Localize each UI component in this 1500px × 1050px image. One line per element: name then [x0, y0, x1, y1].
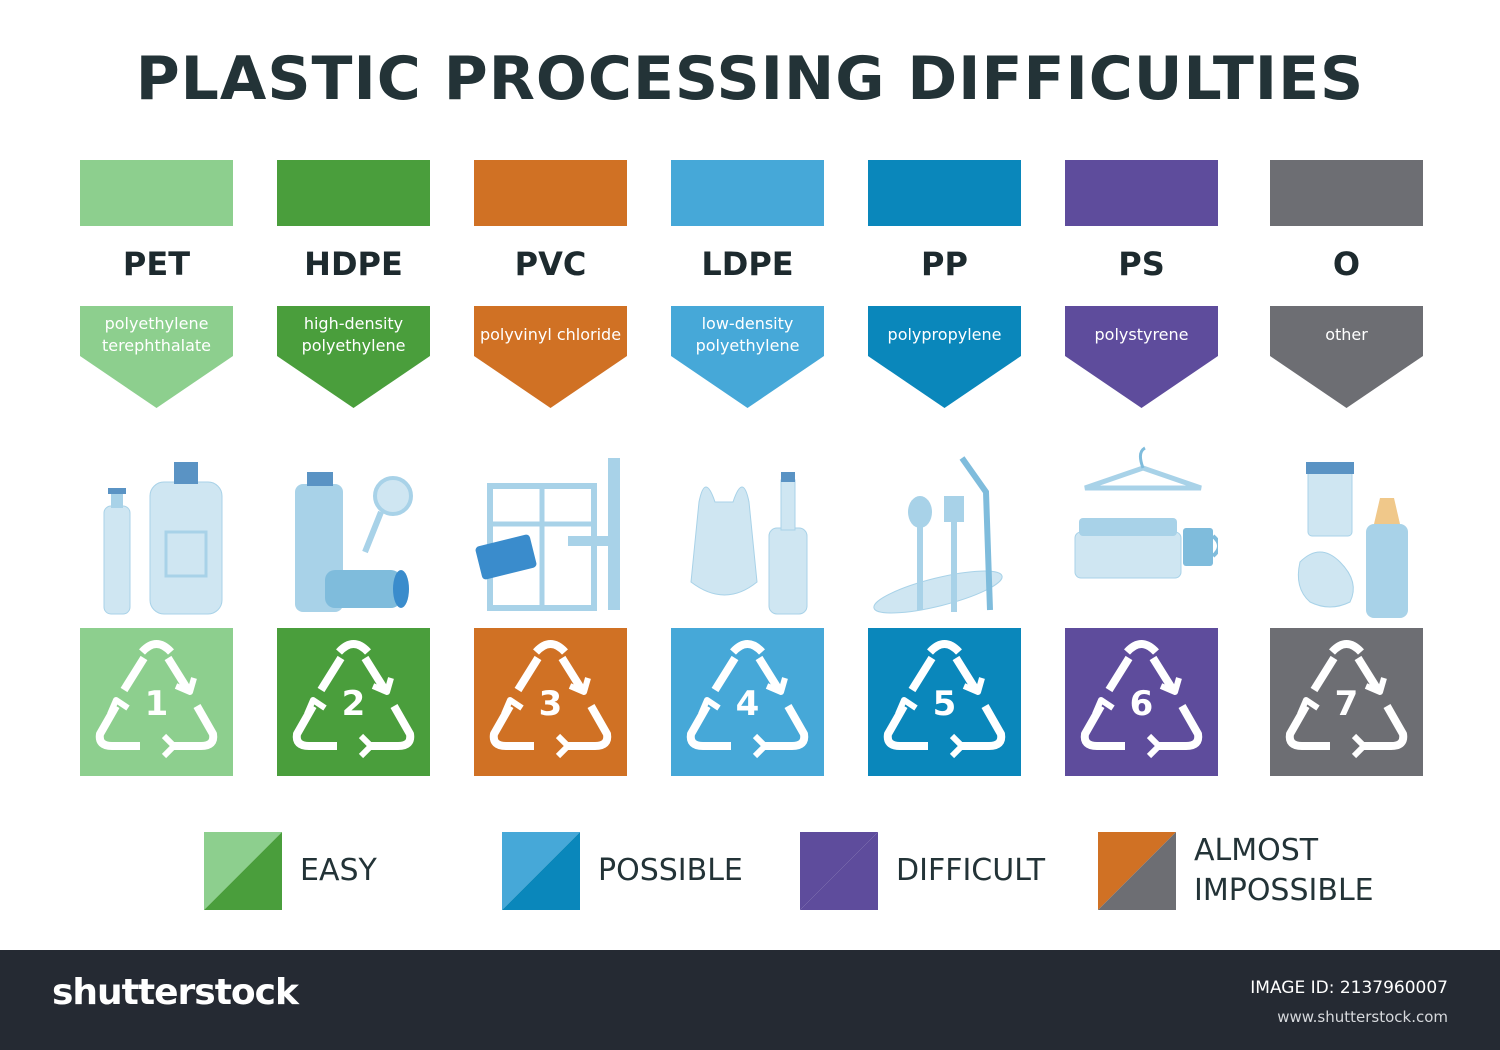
- plastic-column-pp: PP polypropylene 5: [868, 160, 1021, 776]
- tag-shape: [277, 160, 430, 408]
- site-url: www.shutterstock.com: [1277, 1008, 1448, 1026]
- plastic-full-name: polystyrene: [1094, 325, 1189, 344]
- plastic-full-name: polyvinyl chloride: [479, 325, 622, 344]
- wrapper-icon: [1297, 551, 1354, 608]
- legend-swatch: [800, 832, 878, 910]
- plastic-items: [1270, 432, 1423, 622]
- recycle-number: 5: [932, 684, 957, 724]
- recycle-number: 2: [341, 684, 366, 724]
- footer-bar: shutterstock IMAGE ID: 2137960007 www.sh…: [0, 950, 1500, 1050]
- baby-rattle-icon: [362, 476, 413, 554]
- plastic-tag: PET polyethylene terephthalate: [80, 160, 233, 410]
- recycle-triangle-icon: [489, 640, 612, 759]
- recycle-code-box: 3: [474, 628, 627, 776]
- recycle-code-box: 2: [277, 628, 430, 776]
- recycle-number: 6: [1129, 684, 1154, 724]
- recycle-code-box: 6: [1065, 628, 1218, 776]
- legend-item: POSSIBLE: [502, 832, 792, 910]
- plastic-code: PS: [1118, 245, 1165, 283]
- plastic-items: [474, 432, 627, 622]
- recycle-number: 3: [538, 684, 563, 724]
- plate-icon: [873, 570, 1003, 614]
- plastic-bag-icon: [690, 486, 758, 596]
- image-id-text: IMAGE ID: 2137960007: [1250, 978, 1448, 998]
- legend-swatch: [502, 832, 580, 910]
- page-title: PLASTIC PROCESSING DIFFICULTIES: [135, 44, 1365, 114]
- recycle-code-box: 7: [1270, 628, 1423, 776]
- credit-card-icon: [475, 534, 537, 580]
- tag-shape: [474, 160, 627, 408]
- plastic-items: [277, 432, 430, 622]
- recycle-number: 4: [735, 684, 760, 724]
- pipe-icon: [568, 458, 620, 610]
- legend-label: DIFFICULT: [896, 853, 1046, 888]
- recycle-triangle-icon: [883, 640, 1006, 759]
- legend-label: ALMOST IMPOSSIBLE: [1194, 833, 1374, 908]
- legend-label: POSSIBLE: [598, 853, 743, 888]
- water-bottle-icon: [103, 488, 131, 615]
- plastic-code: PET: [122, 245, 191, 283]
- plastic-tag: LDPE low-density polyethylene: [671, 160, 824, 410]
- plastic-code: LDPE: [701, 245, 794, 283]
- legend-item: DIFFICULT: [800, 832, 1090, 910]
- pill-jar-icon: [1306, 462, 1354, 537]
- plastic-full-name: polypropylene: [887, 325, 1002, 344]
- tag-shape: [1065, 160, 1218, 408]
- spoon-icon: [908, 496, 932, 610]
- pipe-tube-icon: [325, 570, 409, 608]
- plastic-full-name: other: [1325, 325, 1368, 344]
- recycle-triangle-icon: [1080, 640, 1203, 759]
- tag-shape: [1270, 160, 1423, 408]
- plastic-full-name: polyethylene terephthalate: [101, 314, 212, 355]
- legend-label: EASY: [300, 853, 377, 888]
- plastic-items: [671, 432, 824, 622]
- plastic-full-name: low-density polyethylene: [695, 314, 800, 355]
- plastic-tag: HDPE high-density polyethylene: [277, 160, 430, 410]
- recycle-code-box: 5: [868, 628, 1021, 776]
- plastic-code: PVC: [514, 245, 587, 283]
- plastic-column-hdpe: HDPE high-density polyethylene 2: [277, 160, 430, 776]
- recycle-code-box: 1: [80, 628, 233, 776]
- tag-shape: [671, 160, 824, 408]
- baby-bottle-icon: [1366, 498, 1408, 618]
- plastic-items: [868, 432, 1021, 622]
- recycle-triangle-icon: [686, 640, 809, 759]
- tag-shape: [868, 160, 1021, 408]
- plastic-items: [1065, 432, 1218, 622]
- egg-carton-icon: [1074, 518, 1182, 579]
- straw-icon: [959, 456, 993, 611]
- recycle-triangle-icon: [1285, 640, 1408, 759]
- plastic-column-ps: PS polystyrene 6: [1065, 160, 1218, 776]
- plastic-tag: PP polypropylene: [868, 160, 1021, 410]
- brand-logo: shutterstock: [52, 972, 299, 1013]
- plastic-code: O: [1332, 245, 1361, 283]
- plastic-code: HDPE: [304, 245, 403, 283]
- bottle-icon: [768, 472, 808, 615]
- plastic-code: PP: [921, 245, 968, 283]
- legend-item: ALMOST IMPOSSIBLE: [1098, 832, 1388, 910]
- legend-swatch: [1098, 832, 1176, 910]
- legend-swatch: [204, 832, 282, 910]
- plastic-column-pvc: PVC polyvinyl chloride 3: [474, 160, 627, 776]
- plastic-full-name: high-density polyethylene: [301, 314, 406, 355]
- recycle-code-box: 4: [671, 628, 824, 776]
- fork-icon: [944, 496, 964, 612]
- plastic-items: [80, 432, 233, 622]
- cup-icon: [1183, 528, 1218, 566]
- tag-shape: [80, 160, 233, 408]
- water-jug-icon: [149, 462, 223, 615]
- plastic-column-ldpe: LDPE low-density polyethylene 4: [671, 160, 824, 776]
- plastic-tag: PS polystyrene: [1065, 160, 1218, 410]
- recycle-number: 7: [1334, 684, 1359, 724]
- plastic-column-pet: PET polyethylene terephthalate 1: [80, 160, 233, 776]
- hanger-icon: [1084, 446, 1202, 491]
- legend-item: EASY: [204, 832, 494, 910]
- recycle-triangle-icon: [292, 640, 415, 759]
- plastic-tag: PVC polyvinyl chloride: [474, 160, 627, 410]
- recycle-number: 1: [144, 684, 169, 724]
- recycle-triangle-icon: [95, 640, 218, 759]
